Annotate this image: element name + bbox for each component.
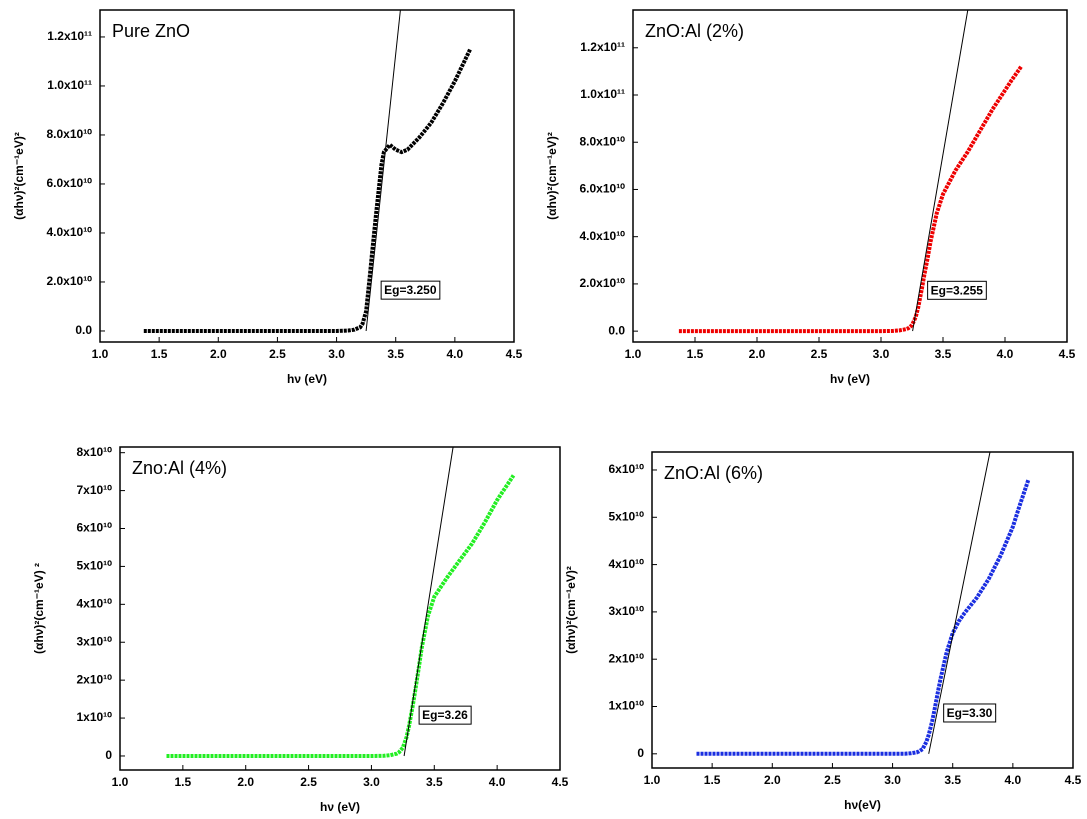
panel-title: ZnO:Al (2%) [645, 21, 744, 41]
x-axis-label: hν(eV) [844, 798, 881, 812]
y-tick-label: 1x10¹⁰ [608, 699, 644, 713]
y-tick-label: 4.0x10¹⁰ [46, 225, 92, 239]
x-tick-label: 4.0 [447, 347, 464, 361]
y-tick-label: 0.0 [75, 323, 92, 337]
annotation: Eg=3.250 [384, 283, 437, 297]
y-tick-label: 0 [105, 748, 112, 762]
y-tick-label: 4.0x10¹⁰ [579, 229, 625, 243]
x-tick-label: 2.0 [749, 347, 766, 361]
panel-title: Zno:Al (4%) [132, 458, 227, 478]
x-tick-label: 2.5 [811, 347, 828, 361]
x-tick-label: 1.0 [625, 347, 642, 361]
x-tick-label: 1.0 [112, 775, 129, 789]
y-tick-label: 1.2x10¹¹ [580, 40, 625, 54]
x-tick-label: 4.0 [1005, 773, 1022, 787]
y-tick-label: 3x10¹⁰ [608, 604, 644, 618]
x-tick-label: 4.5 [506, 347, 523, 361]
plot-frame [120, 447, 560, 770]
y-tick-label: 8x10¹⁰ [76, 445, 112, 459]
x-tick-label: 4.0 [489, 775, 506, 789]
x-tick-label: 2.5 [824, 773, 841, 787]
x-tick-label: 3.5 [387, 347, 404, 361]
x-tick-label: 2.0 [764, 773, 781, 787]
x-tick-label: 1.0 [92, 347, 109, 361]
x-tick-label: 4.5 [1065, 773, 1082, 787]
y-tick-label: 7x10¹⁰ [76, 483, 112, 497]
x-tick-label: 2.0 [210, 347, 227, 361]
plot-frame [652, 452, 1073, 768]
y-tick-label: 5x10¹⁰ [608, 509, 644, 523]
x-tick-label: 1.5 [175, 775, 192, 789]
x-tick-label: 1.0 [644, 773, 661, 787]
y-tick-label: 6.0x10¹⁰ [46, 176, 92, 190]
x-tick-label: 2.0 [237, 775, 254, 789]
y-tick-label: 3x10¹⁰ [76, 634, 112, 648]
y-tick-label: 1x10¹⁰ [76, 710, 112, 724]
x-tick-label: 2.5 [269, 347, 286, 361]
x-tick-label: 3.0 [363, 775, 380, 789]
x-tick-label: 1.5 [687, 347, 704, 361]
annotation: Eg=3.255 [931, 283, 984, 297]
y-tick-label: 6x10¹⁰ [608, 462, 644, 476]
y-tick-label: 1.2x10¹¹ [47, 29, 92, 43]
plot-frame [633, 10, 1067, 342]
figure: 1.0 1.5 2.0 2.5 3.0 3.5 4.0 4.5 0.0 2.0x10¹⁰ 4.0x1… [0, 0, 1087, 819]
x-tick-label: 2.5 [300, 775, 317, 789]
x-tick-label: 4.5 [1059, 347, 1076, 361]
annotation: Eg=3.26 [422, 708, 468, 722]
y-tick-label: 2.0x10¹⁰ [579, 276, 625, 290]
x-axis-label: hν (eV) [830, 372, 870, 386]
y-tick-label: 6.0x10¹⁰ [579, 182, 625, 196]
x-tick-label: 3.0 [884, 773, 901, 787]
x-tick-label: 1.5 [151, 347, 168, 361]
x-tick-label: 3.0 [328, 347, 345, 361]
x-axis-label: hν (eV) [320, 800, 360, 814]
y-tick-label: 4x10¹⁰ [76, 597, 112, 611]
x-tick-label: 3.5 [426, 775, 443, 789]
y-axis-label: (αhν)²(cm⁻¹eV) ² [32, 563, 46, 654]
y-tick-label: 0.0 [608, 323, 625, 337]
y-tick-label: 2x10¹⁰ [608, 651, 644, 665]
y-tick-label: 2x10¹⁰ [76, 672, 112, 686]
x-tick-label: 3.5 [935, 347, 952, 361]
y-tick-label: 2.0x10¹⁰ [46, 274, 92, 288]
x-axis-label: hν (eV) [287, 372, 327, 386]
y-axis-label: (αhν)²(cm⁻¹eV)² [12, 132, 26, 220]
x-tick-label: 3.0 [873, 347, 890, 361]
y-tick-label: 4x10¹⁰ [608, 557, 644, 571]
x-tick-label: 1.5 [704, 773, 721, 787]
annotation: Eg=3.30 [947, 706, 993, 720]
y-tick-label: 6x10¹⁰ [76, 521, 112, 535]
panel-title: ZnO:Al (6%) [664, 463, 763, 483]
x-tick-label: 4.5 [552, 775, 569, 789]
y-tick-label: 8.0x10¹⁰ [46, 127, 92, 141]
y-tick-label: 1.0x10¹¹ [580, 87, 625, 101]
y-tick-label: 1.0x10¹¹ [47, 78, 92, 92]
y-tick-label: 5x10¹⁰ [76, 559, 112, 573]
x-tick-label: 3.5 [944, 773, 961, 787]
y-axis-label: (αhν)²(cm⁻¹eV)² [564, 566, 578, 654]
y-axis-label: (αhν)²(cm⁻¹eV)² [545, 132, 559, 220]
panel-title: Pure ZnO [112, 21, 190, 41]
y-tick-label: 0 [637, 746, 644, 760]
y-tick-label: 8.0x10¹⁰ [579, 134, 625, 148]
x-tick-label: 4.0 [997, 347, 1014, 361]
plot-frame [100, 10, 514, 342]
